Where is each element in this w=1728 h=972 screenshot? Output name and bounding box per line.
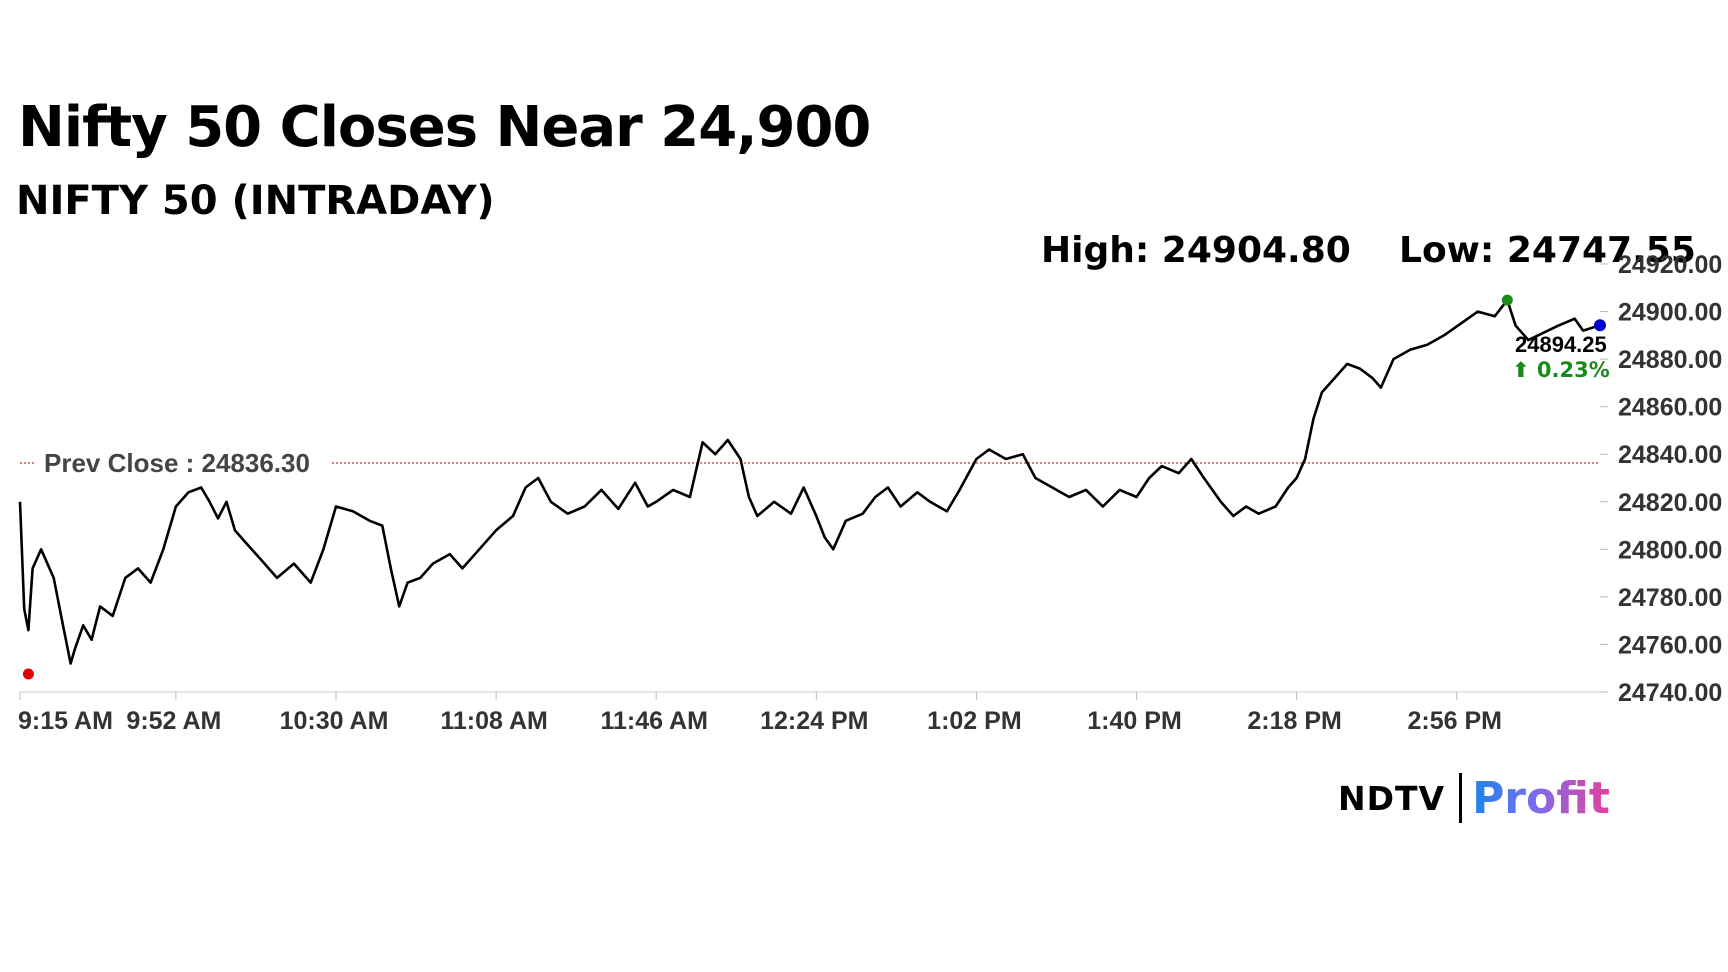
y-tick-label: 24760.00 [1618,631,1722,659]
x-tick-label: 12:24 PM [760,707,868,735]
last-price-label: 24894.25 [1515,332,1607,357]
ndtv-profit-logo: NDTV Profit [1338,770,1610,826]
prev-close-label: Prev Close : 24836.30 [44,448,310,478]
x-tick-label: 9:15 AM [18,707,113,735]
change-percent-label: ⬆ 0.23% [1512,358,1610,382]
y-tick-label: 24900.00 [1618,299,1722,327]
chart-subtitle: NIFTY 50 (INTRADAY) [16,178,495,224]
x-tick-label: 1:02 PM [927,707,1021,735]
y-tick-label: 24840.00 [1618,441,1722,469]
y-tick-label: 24860.00 [1618,394,1722,422]
high-marker [1501,294,1513,306]
y-tick-label: 24820.00 [1618,489,1722,517]
day-low-label: Low: 24747.55 [1399,230,1696,271]
day-high-label: High: 24904.80 [1041,230,1351,271]
x-tick-label: 1:40 PM [1087,707,1181,735]
x-tick-label: 9:52 AM [126,707,221,735]
y-tick-label: 24740.00 [1618,679,1722,707]
x-tick-label: 2:56 PM [1408,707,1502,735]
price-line [18,298,1601,665]
y-tick-label: 24920.00 [1618,251,1722,279]
logo-divider [1459,773,1463,823]
chart-title: Nifty 50 Closes Near 24,900 [18,95,871,160]
low-marker [22,668,34,680]
logo-ndtv-text: NDTV [1338,778,1446,818]
y-tick-label: 24800.00 [1618,536,1722,564]
logo-profit-text: Profit [1472,772,1610,824]
x-tick-label: 10:30 AM [280,707,389,735]
y-tick-label: 24880.00 [1618,346,1722,374]
prev-close-label-bg [36,443,331,480]
x-tick-label: 2:18 PM [1247,707,1341,735]
x-tick-label: 11:08 AM [440,707,547,735]
y-tick-label: 24780.00 [1618,584,1722,612]
x-tick-label: 11:46 AM [600,707,707,735]
last-price-marker [1594,319,1606,332]
